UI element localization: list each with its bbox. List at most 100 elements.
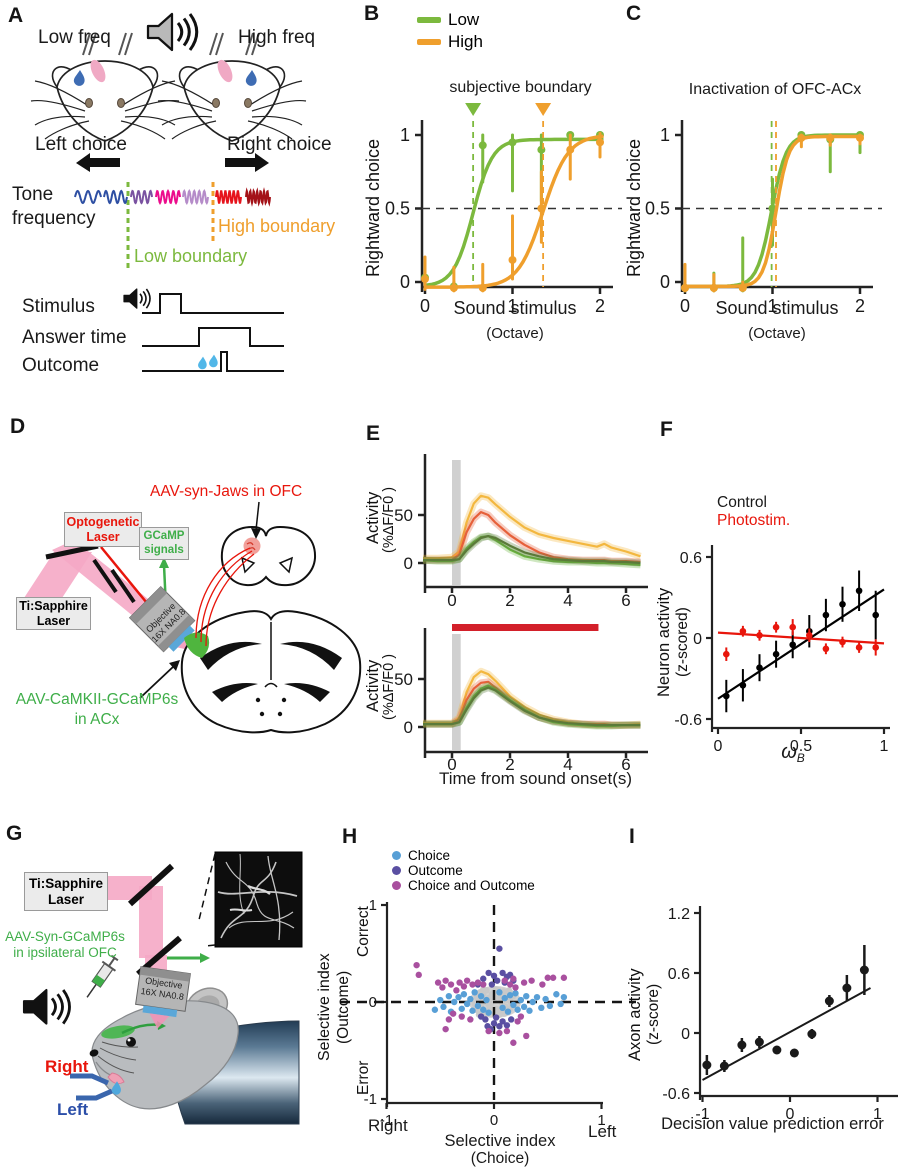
svg-text:0.5: 0.5 xyxy=(385,199,410,219)
svg-text:0: 0 xyxy=(714,738,723,755)
svg-text:0: 0 xyxy=(400,272,410,292)
tone-wave xyxy=(245,187,271,207)
eye-glint xyxy=(127,1038,131,1042)
panel-b-ylabel: Rightward choice xyxy=(363,138,383,277)
svg-text:-0.6: -0.6 xyxy=(674,712,702,729)
ti-sapphire-laser-box-g: Ti:Sapphire Laser xyxy=(24,872,108,911)
tone-frequency-label-1: Tone xyxy=(12,184,54,205)
legend-row-high: High xyxy=(417,32,483,52)
mouse-nose xyxy=(89,1049,99,1057)
panel-g-label: G xyxy=(6,822,23,845)
panel-c-chart: 0 0.5 1 0 1 2 xyxy=(645,120,882,316)
tone-wave xyxy=(215,190,242,204)
choice-legend-label: Choice xyxy=(408,848,451,863)
water-droplet-icon xyxy=(111,1081,121,1095)
panel-f-chart: -0.6 0 0.6 0 0.5 1 xyxy=(674,545,890,755)
left-lick-spout xyxy=(76,1088,114,1101)
tone-wave xyxy=(74,189,102,205)
optogenetic-laser-box: Optogenetic Laser xyxy=(64,512,142,547)
ti-laser-g-label-2: Laser xyxy=(47,891,85,907)
svg-text:-1: -1 xyxy=(695,1106,709,1123)
svg-text:0: 0 xyxy=(490,1112,498,1129)
svg-text:0: 0 xyxy=(404,718,413,737)
whiskers xyxy=(97,1041,139,1074)
aav-gcamp-label-1: AAV-CaMKII-GCaMP6s xyxy=(15,691,179,708)
panel-e-bottom-chart: 0 50 0 2 4 6 xyxy=(394,624,648,774)
panel-f-xlabel: ωB xyxy=(770,741,816,765)
outcome-dot xyxy=(392,866,401,875)
panel-h-label: H xyxy=(342,825,358,848)
panel-d-graphics: Objective 16X NA0.8 xyxy=(24,501,362,734)
panel-a-label: A xyxy=(8,4,24,27)
svg-text:50: 50 xyxy=(394,506,413,525)
panel-c-title: Inactivation of OFC-ACx xyxy=(688,81,862,98)
svg-text:0.6: 0.6 xyxy=(668,966,690,983)
panel-b-xlabel: Sound stimulus xyxy=(453,298,577,318)
panel-i-ylabel-units: (z-score) xyxy=(645,983,662,1046)
pointer-arrow xyxy=(255,501,260,531)
svg-text:-1: -1 xyxy=(380,1112,393,1129)
panel-b-chart: 0 0.5 1 0 1 2 xyxy=(385,103,622,316)
speaker-icon xyxy=(22,988,71,1025)
panel-i-ylabel: Axon activity xyxy=(626,968,644,1062)
arrowhead-icon xyxy=(169,660,180,671)
panel-d-label: D xyxy=(10,415,26,438)
low-freq-label: Low freq xyxy=(38,27,111,48)
answer-time-label: Answer time xyxy=(22,327,127,348)
panel-b-xlabel-units: (Octave) xyxy=(486,325,544,342)
mouse-icon xyxy=(30,32,180,142)
right-choice-label: Right choice xyxy=(227,134,332,155)
svg-text:1: 1 xyxy=(597,1112,605,1129)
panel-e-label: E xyxy=(366,422,381,445)
panel-i-xlabel: Decision value prediction error xyxy=(661,1115,884,1133)
svg-text:0.6: 0.6 xyxy=(680,550,702,567)
panel-e-top-ylabel-units: (%ΔF/F0 ) xyxy=(381,486,397,554)
speaker-icon xyxy=(123,288,151,309)
svg-text:2: 2 xyxy=(505,591,514,610)
svg-text:6: 6 xyxy=(621,755,630,774)
svg-text:0: 0 xyxy=(680,296,690,316)
jaws-expression-site xyxy=(243,537,261,555)
panel-h-xlabel: Selective index xyxy=(444,1132,556,1150)
svg-text:0: 0 xyxy=(786,1106,795,1123)
panel-i-label: I xyxy=(629,825,635,848)
panel-e-top-chart: 0 50 0 2 4 6 xyxy=(394,454,648,610)
low-legend-label: Low xyxy=(448,10,480,29)
optogenetic-beam-arrow xyxy=(100,546,152,609)
legend-row-outcome: Outcome xyxy=(392,863,463,878)
left-arrow-icon xyxy=(76,153,120,172)
choice-outcome-dot xyxy=(392,881,401,890)
svg-text:1: 1 xyxy=(400,125,410,145)
tone-wave xyxy=(130,189,153,205)
panel-h-xlabel-units: (Choice) xyxy=(470,1150,530,1167)
optogenetic-laser-label-1: Optogenetic xyxy=(66,515,140,530)
water-droplet-icon xyxy=(73,70,85,86)
arrowhead-icon xyxy=(200,953,210,963)
arrowhead-icon xyxy=(159,557,169,568)
panel-b-label: B xyxy=(364,2,380,25)
panel-a-graphics xyxy=(30,12,307,372)
aav-syn-gcamp-label-1: AAV-Syn-GCaMP6s xyxy=(5,929,125,944)
svg-text:1: 1 xyxy=(507,296,517,316)
right-arrow-icon xyxy=(225,153,269,172)
svg-text:0: 0 xyxy=(681,1026,690,1043)
svg-text:0.5: 0.5 xyxy=(790,738,812,755)
gcamp-expression-site xyxy=(101,1025,135,1039)
aav-gcamp-label-2: in ACx xyxy=(74,711,120,728)
panel-f-label: F xyxy=(660,418,673,441)
svg-text:-1: -1 xyxy=(364,1091,377,1108)
svg-text:0: 0 xyxy=(447,755,456,774)
mouse-icon xyxy=(157,32,307,142)
choice-dot xyxy=(392,851,401,860)
svg-text:0: 0 xyxy=(447,591,456,610)
mirror-icon xyxy=(45,543,99,560)
omega-symbol: ω xyxy=(781,741,797,763)
error-axis-label: Error xyxy=(355,1060,372,1096)
tone-wave xyxy=(182,188,209,206)
ti-laser-label-2: Laser xyxy=(36,613,71,628)
ti-sapphire-laser-box: Ti:Sapphire Laser xyxy=(16,597,91,630)
mirror-icon xyxy=(127,863,175,907)
panel-e-xlabel: Time from sound onset(s) xyxy=(438,769,633,788)
svg-text:6: 6 xyxy=(621,591,630,610)
axon-fibers xyxy=(217,853,298,941)
